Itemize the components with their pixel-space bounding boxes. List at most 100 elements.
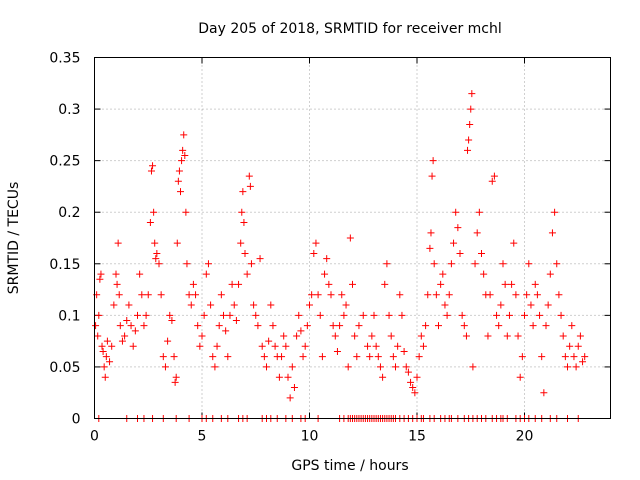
data-point [379, 373, 387, 381]
data-point [295, 311, 303, 319]
data-point [106, 358, 114, 366]
data-point [523, 291, 531, 299]
data-point [290, 384, 298, 392]
data-point [333, 347, 341, 355]
data-point [340, 311, 348, 319]
data-point [252, 311, 260, 319]
x-tick-label: 20 [516, 429, 534, 445]
grid [94, 57, 611, 419]
data-point [303, 322, 311, 330]
data-point [559, 332, 567, 340]
data-point [394, 342, 402, 350]
data-point [286, 394, 294, 402]
x-tick-label: 10 [301, 429, 319, 445]
data-point [312, 239, 320, 247]
data-point [555, 291, 563, 299]
data-point [417, 332, 425, 340]
data-point [209, 353, 217, 361]
data-point [529, 322, 537, 330]
data-point [447, 260, 455, 268]
data-point [166, 311, 174, 319]
data-point [404, 368, 412, 376]
data-point [134, 311, 141, 319]
data-point [325, 280, 333, 288]
data-point [551, 208, 559, 216]
data-point [468, 90, 476, 98]
data-point [189, 280, 197, 288]
data-point [131, 327, 139, 335]
data-point [288, 363, 296, 371]
data-point [92, 322, 100, 330]
data-point [389, 353, 397, 361]
data-point [247, 260, 255, 268]
data-point [466, 121, 474, 129]
data-point [179, 146, 187, 154]
data-point [173, 239, 181, 247]
data-point [493, 311, 501, 319]
data-point [95, 311, 103, 319]
data-point [501, 280, 509, 288]
data-point [98, 342, 106, 350]
data-point [445, 291, 453, 299]
data-point [215, 322, 223, 330]
data-point [465, 136, 473, 144]
data-point [238, 208, 246, 216]
data-point [385, 311, 393, 319]
data-point [561, 353, 569, 361]
data-point [429, 157, 437, 165]
data-point [480, 270, 488, 278]
data-point [469, 363, 477, 371]
data-point [402, 363, 410, 371]
data-point [542, 322, 550, 330]
data-point [181, 151, 189, 159]
data-point [374, 353, 382, 361]
data-point [505, 311, 513, 319]
data-point [579, 358, 587, 366]
data-point [460, 322, 468, 330]
data-point [102, 353, 110, 361]
y-tick-label: 0.1 [58, 308, 80, 324]
data-point [217, 291, 225, 299]
data-point [282, 342, 290, 350]
data-point [110, 301, 118, 309]
data-point [525, 260, 533, 268]
data-point [258, 342, 266, 350]
data-point [430, 260, 438, 268]
data-point [185, 291, 193, 299]
data-point [486, 291, 494, 299]
y-axis-label: SRMTID / TECUs [6, 182, 22, 295]
data-point [574, 342, 582, 350]
data-point [175, 167, 183, 175]
data-point [346, 234, 354, 242]
data-point [544, 301, 552, 309]
data-point [97, 270, 105, 278]
data-point [108, 342, 116, 350]
data-point [318, 353, 326, 361]
data-point [329, 322, 337, 330]
data-point [531, 280, 539, 288]
data-point [194, 322, 202, 330]
data-point [381, 280, 389, 288]
data-point [174, 177, 182, 185]
data-point [306, 301, 313, 309]
data-point [280, 332, 288, 340]
data-point [129, 342, 137, 350]
data-point [422, 322, 430, 330]
data-point [243, 270, 251, 278]
data-point [435, 322, 442, 330]
chart-title: Day 205 of 2018, SRMTID for receiver mch… [198, 21, 502, 37]
data-point [299, 353, 307, 361]
data-point [260, 353, 268, 361]
data-point [116, 322, 124, 330]
data-point [344, 363, 352, 371]
data-marks [92, 90, 589, 422]
data-point [183, 260, 191, 268]
data-point [284, 373, 292, 381]
data-point [527, 301, 535, 309]
data-point [142, 311, 150, 319]
data-point [115, 291, 123, 299]
data-point [213, 342, 221, 350]
data-point [467, 105, 475, 113]
data-point [490, 172, 498, 180]
